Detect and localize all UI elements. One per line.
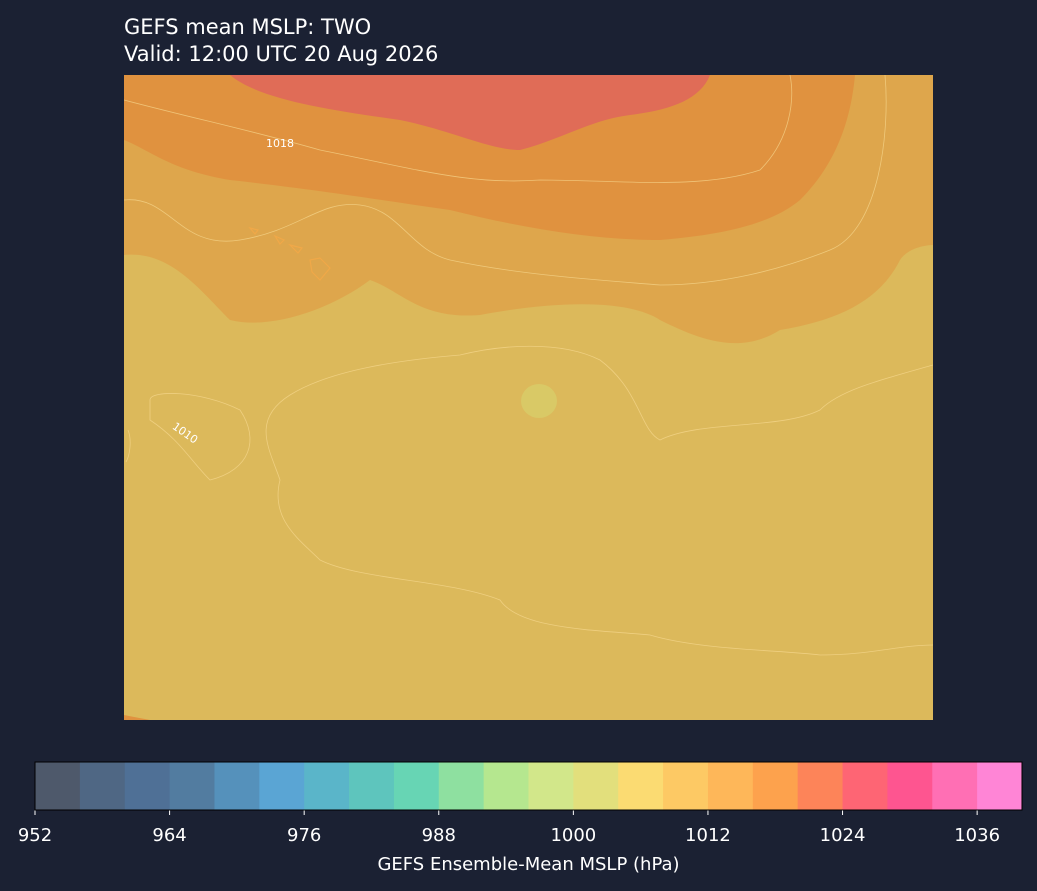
- colorbar-bin: [573, 762, 619, 810]
- colorbar-bin: [887, 762, 933, 810]
- colorbar-bin: [483, 762, 529, 810]
- tick-label: 952: [18, 825, 52, 846]
- subtitle: Valid: 12:00 UTC 20 Aug 2026: [124, 42, 438, 66]
- map: 1018 1010: [124, 75, 933, 720]
- colorbar-bin: [124, 762, 171, 810]
- tick-label: 988: [422, 825, 456, 846]
- pressure-region: [230, 75, 710, 150]
- colorbar-frame: [34, 761, 1023, 811]
- colorbar-bin: [393, 762, 440, 810]
- tick-label: 964: [152, 825, 186, 846]
- colorbar-bin: [214, 762, 260, 810]
- isobar: [124, 75, 793, 183]
- colorbar-bin: [752, 762, 799, 810]
- island: [248, 226, 331, 281]
- colorbar-bin: [169, 762, 215, 810]
- tick-label: 1036: [954, 825, 1000, 846]
- colorbar-bin: [35, 762, 81, 810]
- isobar: [149, 393, 251, 481]
- colorbar-bin: [932, 762, 978, 810]
- colorbar-bin: [259, 762, 305, 810]
- tick-label: 1000: [550, 825, 596, 846]
- colorbar-bin: [79, 762, 126, 810]
- pressure-region: [124, 715, 150, 720]
- title: GEFS mean MSLP: TWO: [124, 15, 371, 39]
- tick-label: 1024: [820, 825, 866, 846]
- isobar: [265, 345, 933, 656]
- tick-label: 976: [287, 825, 321, 846]
- tick-label: 1012: [685, 825, 731, 846]
- colorbar-bin: [304, 762, 350, 810]
- colorbar: 952 964 976 988 1000 1012 1024 1036: [18, 762, 1023, 846]
- colorbar-bin: [842, 762, 888, 810]
- contour-label: 1018: [266, 137, 294, 150]
- colorbar-bin: [349, 762, 395, 810]
- pressure-region: [521, 384, 557, 418]
- colorbar-bin: [707, 762, 754, 810]
- colorbar-label: GEFS Ensemble-Mean MSLP (hPa): [377, 854, 679, 875]
- colorbar-bin: [618, 762, 664, 810]
- colorbar-bin: [797, 762, 844, 810]
- isobar: [125, 429, 131, 463]
- colorbar-bin: [977, 762, 1023, 810]
- colorbar-bin: [528, 762, 574, 810]
- isobar: [124, 75, 887, 286]
- colorbar-bin: [663, 762, 709, 810]
- colorbar-bin: [438, 762, 485, 810]
- pressure-region: [124, 75, 855, 240]
